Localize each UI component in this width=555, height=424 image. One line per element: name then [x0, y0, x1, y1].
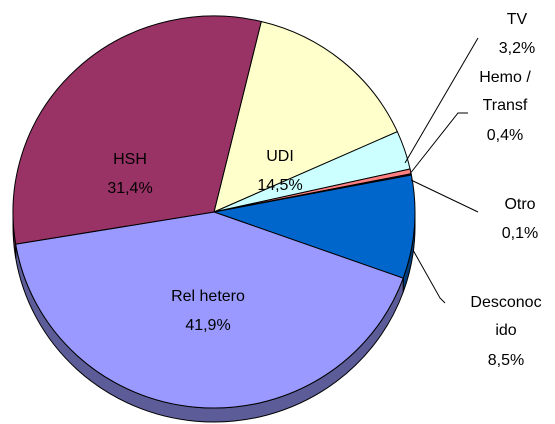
- value-label: 31,4%: [107, 180, 152, 197]
- value-label: 41,9%: [185, 317, 230, 334]
- leader-line: [408, 112, 468, 176]
- label-line: Otro: [504, 196, 535, 213]
- slice: [15, 211, 404, 409]
- label-line: HSH: [113, 151, 147, 168]
- label-line: ido: [495, 322, 516, 339]
- label-line: Transf: [483, 97, 528, 114]
- slice-label: UDI: [266, 148, 294, 165]
- leader-line: [410, 179, 479, 213]
- slice: [212, 174, 416, 279]
- label-line: UDI: [266, 148, 294, 165]
- value-label: 8,5%: [488, 352, 524, 369]
- value-label: 3,2%: [499, 40, 535, 57]
- slice: [213, 20, 399, 213]
- label-line: TV: [507, 11, 528, 28]
- slice-label: Desconoc ido: [470, 294, 541, 339]
- slice-label: Hemo / Transf: [479, 69, 531, 114]
- slice-label: HSH: [113, 151, 147, 168]
- slice-label: Rel hetero: [171, 288, 245, 305]
- value-label: 14,5%: [257, 177, 302, 194]
- slice-label: TV: [507, 11, 528, 28]
- label-line: Desconoc: [470, 294, 541, 311]
- value-label: 0,1%: [502, 225, 538, 242]
- slice-label: Otro: [504, 196, 535, 213]
- slice: [12, 15, 262, 245]
- leader-line: [412, 249, 446, 304]
- leader-line: [404, 37, 479, 164]
- label-line: Rel hetero: [171, 288, 245, 305]
- value-label: 0,4%: [487, 127, 523, 144]
- label-line: Hemo /: [479, 69, 531, 86]
